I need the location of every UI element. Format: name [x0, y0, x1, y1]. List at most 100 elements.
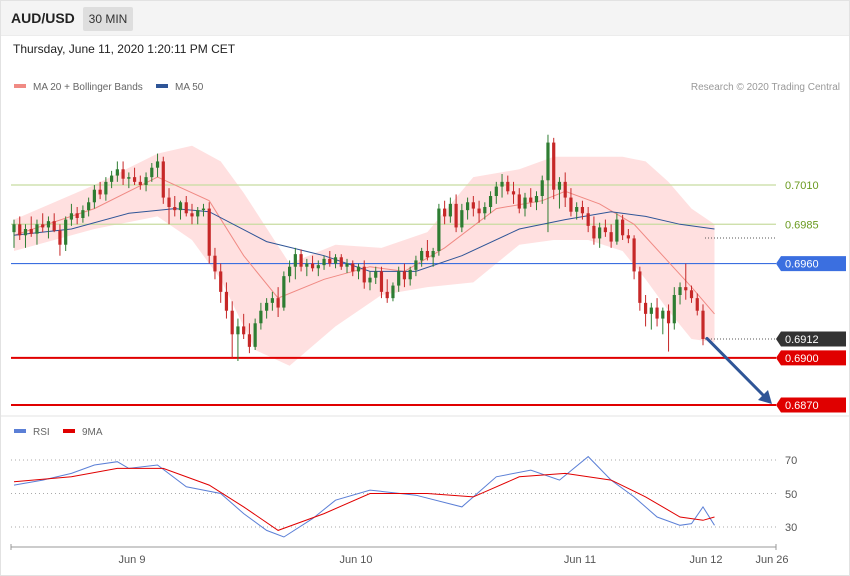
candle-body — [196, 210, 200, 217]
level-tag-bg-3 — [776, 331, 846, 347]
candle-body — [517, 194, 521, 209]
candle-body — [167, 197, 171, 207]
candle-body — [575, 207, 579, 212]
rsi-ma9-line — [13, 467, 715, 531]
candle-body — [12, 224, 16, 233]
candle-body — [333, 257, 338, 264]
candle-body — [92, 189, 96, 203]
rsi-level-70: 70 — [785, 455, 797, 467]
x-tick-jun10: Jun 10 — [339, 554, 372, 566]
candle-body — [465, 202, 470, 211]
candle-body — [448, 203, 452, 217]
level-label-4: 0.6900 — [785, 353, 819, 365]
candle-body — [500, 181, 504, 187]
candle-body — [523, 197, 527, 209]
candle-body — [569, 197, 573, 212]
candle-body — [230, 310, 234, 335]
candle-body — [69, 213, 74, 220]
candle-body — [305, 263, 309, 267]
level-tag-bg-2 — [776, 256, 846, 272]
candle-body — [391, 285, 395, 299]
legend-swatch-rsi — [14, 429, 26, 433]
candle-body — [488, 196, 493, 207]
candle-body — [144, 177, 148, 185]
candle-body — [379, 271, 384, 292]
x-tick-jun9: Jun 9 — [119, 554, 146, 566]
candle-body — [345, 263, 349, 267]
candle-body — [598, 227, 602, 239]
candle-body — [270, 298, 274, 303]
ma20-line — [13, 176, 715, 315]
candle-body — [242, 326, 246, 335]
candle-body — [402, 271, 407, 280]
projection-arrow-head — [758, 390, 772, 404]
candle-body — [253, 323, 257, 347]
candle-body — [362, 266, 366, 283]
x-tick-jun26: Jun 26 — [755, 554, 788, 566]
candle-body — [201, 208, 206, 211]
bollinger-band-area — [14, 145, 715, 366]
candle-body — [259, 310, 263, 324]
candle-body — [41, 224, 45, 228]
candle-body — [127, 177, 131, 179]
legend-rsi-label: RSI — [33, 427, 50, 438]
rsi-level-50: 50 — [785, 489, 797, 501]
candle-body — [580, 207, 585, 214]
candle-body — [540, 180, 544, 196]
candle-body — [219, 271, 223, 292]
candle-body — [420, 251, 424, 261]
candle-body — [603, 227, 607, 233]
candle-body — [150, 167, 154, 178]
candle-body — [385, 291, 389, 299]
candle-body — [460, 210, 464, 228]
candle-body — [184, 202, 188, 214]
candle-body — [695, 298, 699, 311]
rsi-level-30: 30 — [785, 522, 797, 534]
candle-body — [161, 161, 165, 198]
candle-body — [155, 161, 160, 168]
candle-body — [586, 213, 590, 226]
candle-body — [173, 207, 177, 211]
candle-body — [98, 189, 102, 195]
projection-arrow — [705, 336, 772, 404]
candle-body — [316, 265, 320, 269]
candle-body — [224, 291, 229, 311]
candle-body — [46, 221, 51, 228]
candle-body — [115, 169, 119, 176]
candle-body — [529, 197, 533, 203]
candle-body — [328, 258, 332, 264]
candle-body — [374, 271, 378, 278]
level-label-5: 0.6870 — [785, 400, 819, 412]
legend-swatch-9ma — [63, 429, 75, 433]
candle-body — [592, 225, 596, 239]
level-labels: 0.7010 0.6985 0.6960 0.6912 0.6900 0.6870 — [776, 180, 846, 413]
level-label-0: 0.7010 — [785, 180, 819, 192]
candle-body — [638, 271, 642, 303]
candle-body — [443, 208, 447, 217]
legend-ma50-label: MA 50 — [175, 82, 204, 93]
candle-body — [621, 219, 625, 236]
candle-body — [609, 232, 613, 242]
candle-body — [64, 219, 68, 245]
ma50-line — [13, 208, 715, 272]
candle-body — [615, 219, 619, 242]
candle-body — [288, 266, 292, 277]
candle-body — [247, 334, 252, 347]
candle-body — [207, 208, 211, 256]
candle-body — [138, 181, 142, 185]
rsi-line — [13, 455, 715, 538]
candle-body — [655, 307, 659, 319]
chart-datetime: Thursday, June 11, 2020 1:20:11 PM CET — [13, 42, 236, 56]
candle-body — [431, 251, 435, 258]
candle-body — [649, 307, 653, 314]
level-tag-bg-5 — [776, 397, 846, 413]
candle-body — [368, 277, 372, 283]
level-label-3: 0.6912 — [785, 334, 819, 346]
legend-ma20-label: MA 20 + Bollinger Bands — [33, 82, 143, 93]
timeframe-badge[interactable]: 30 MIN — [83, 7, 133, 31]
candle-body — [557, 181, 562, 190]
candle-body — [477, 208, 481, 214]
x-tick-jun11: Jun 11 — [564, 554, 596, 566]
candle-body — [454, 203, 458, 228]
